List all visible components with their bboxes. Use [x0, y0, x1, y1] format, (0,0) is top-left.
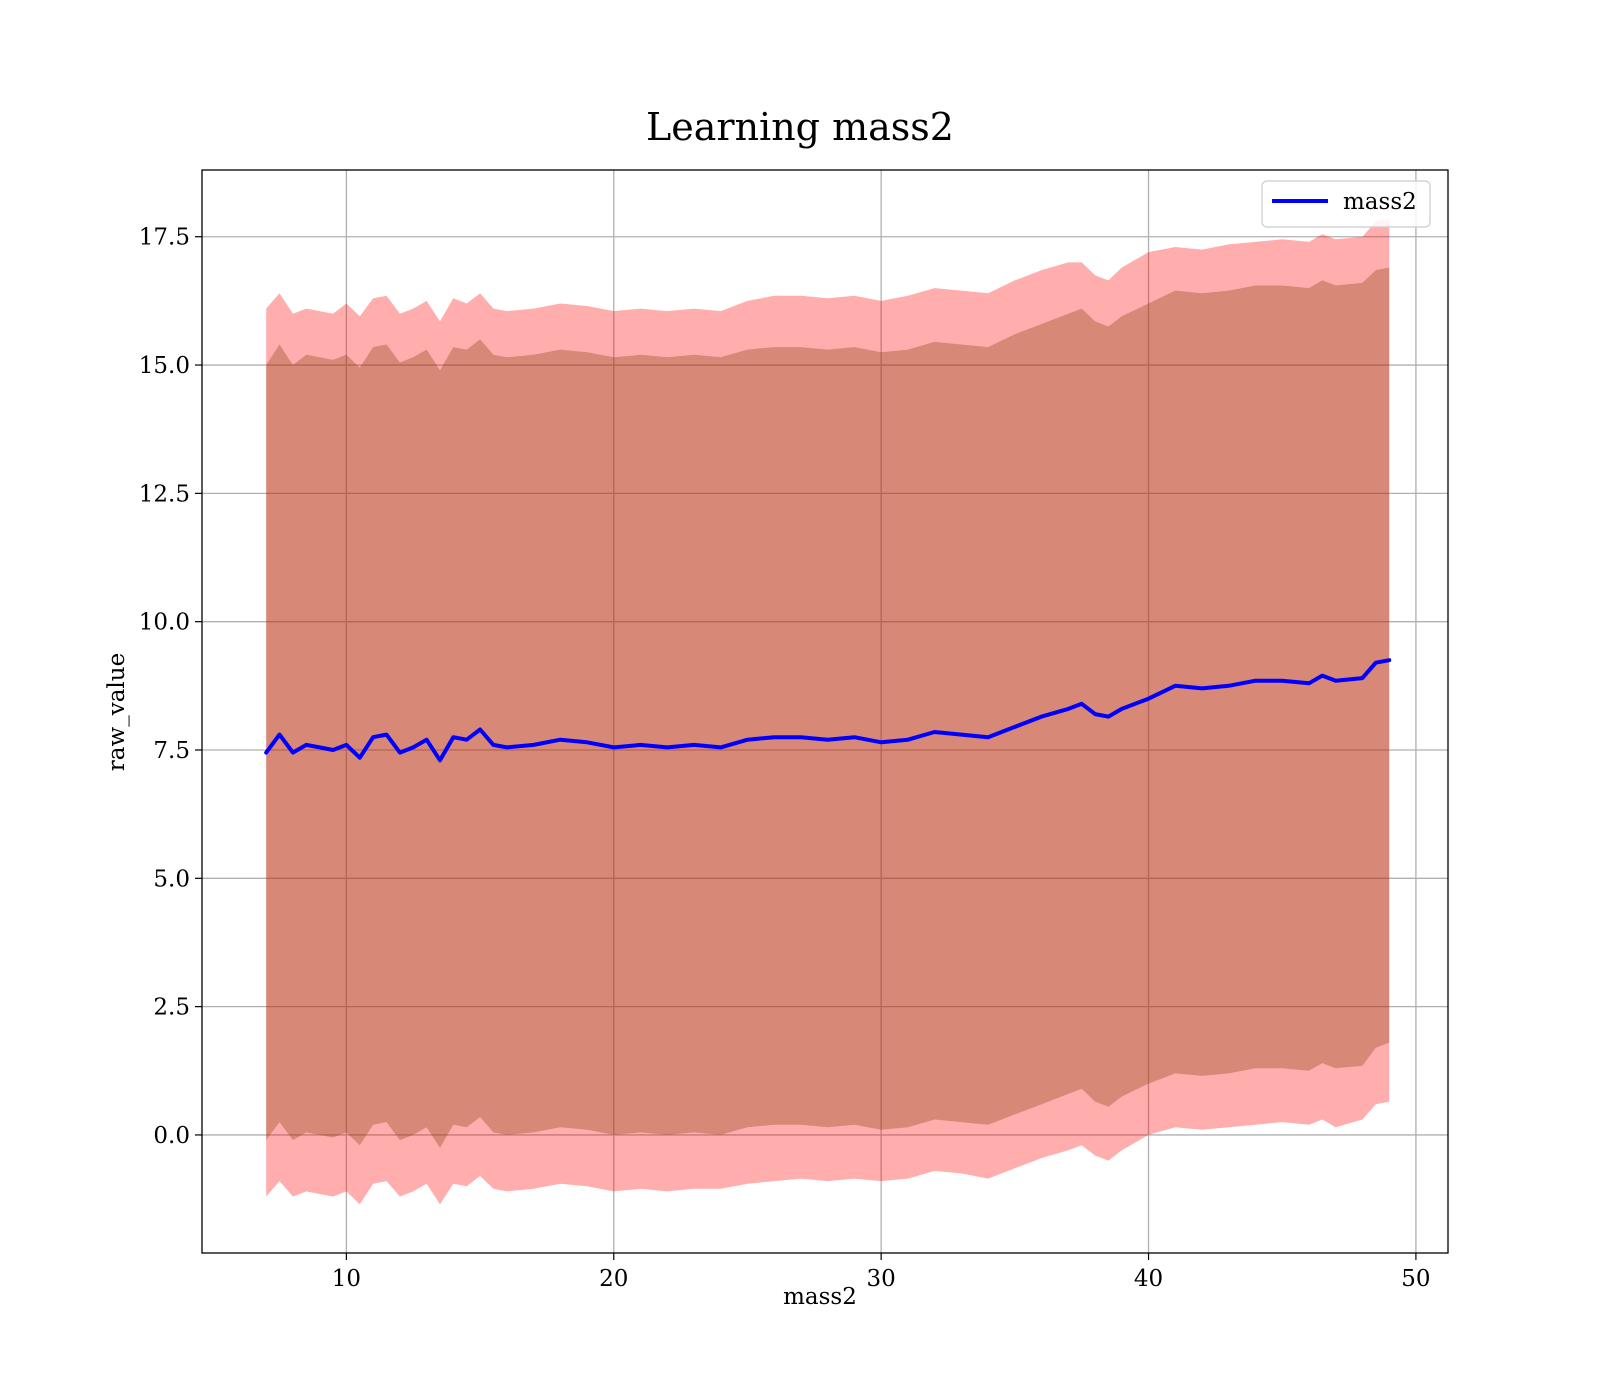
- x-tick-label: 50: [1401, 1266, 1430, 1292]
- plot-area: [201, 169, 1449, 1254]
- confidence-bands: [266, 218, 1390, 1205]
- axis-ticks: 10 20 30 40 50 0.0 2.5 5.0 7.5 10.0 12.5 15.0 17.5: [139, 225, 1431, 1292]
- x-tick-label: 20: [599, 1266, 628, 1292]
- grid-lines: [202, 170, 1448, 1253]
- x-tick-label: 30: [867, 1266, 896, 1292]
- x-axis-label: mass2: [783, 1284, 857, 1310]
- chart-title: Learning mass2: [646, 105, 954, 149]
- legend-label-mass2: mass2: [1343, 189, 1417, 215]
- legend-box: [1261, 180, 1431, 228]
- x-tick-label: 40: [1134, 1266, 1163, 1292]
- y-tick-label: 12.5: [139, 481, 190, 507]
- y-tick-label: 5.0: [153, 866, 190, 892]
- y-tick-label: 10.0: [139, 610, 190, 636]
- y-tick-label: 0.0: [153, 1123, 190, 1149]
- y-axis-label: raw_value: [104, 653, 130, 771]
- y-tick-label: 17.5: [139, 225, 190, 251]
- series-lines: [264, 658, 1392, 763]
- outer-band: [266, 218, 1390, 1205]
- x-tick-label: 10: [332, 1266, 361, 1292]
- y-tick-label: 2.5: [153, 995, 190, 1021]
- legend: mass2: [1261, 180, 1431, 228]
- y-tick-label: 7.5: [153, 738, 190, 764]
- y-tick-label: 15.0: [139, 353, 190, 379]
- inner-band: [266, 267, 1390, 1148]
- series-line-mass2: [264, 658, 1392, 763]
